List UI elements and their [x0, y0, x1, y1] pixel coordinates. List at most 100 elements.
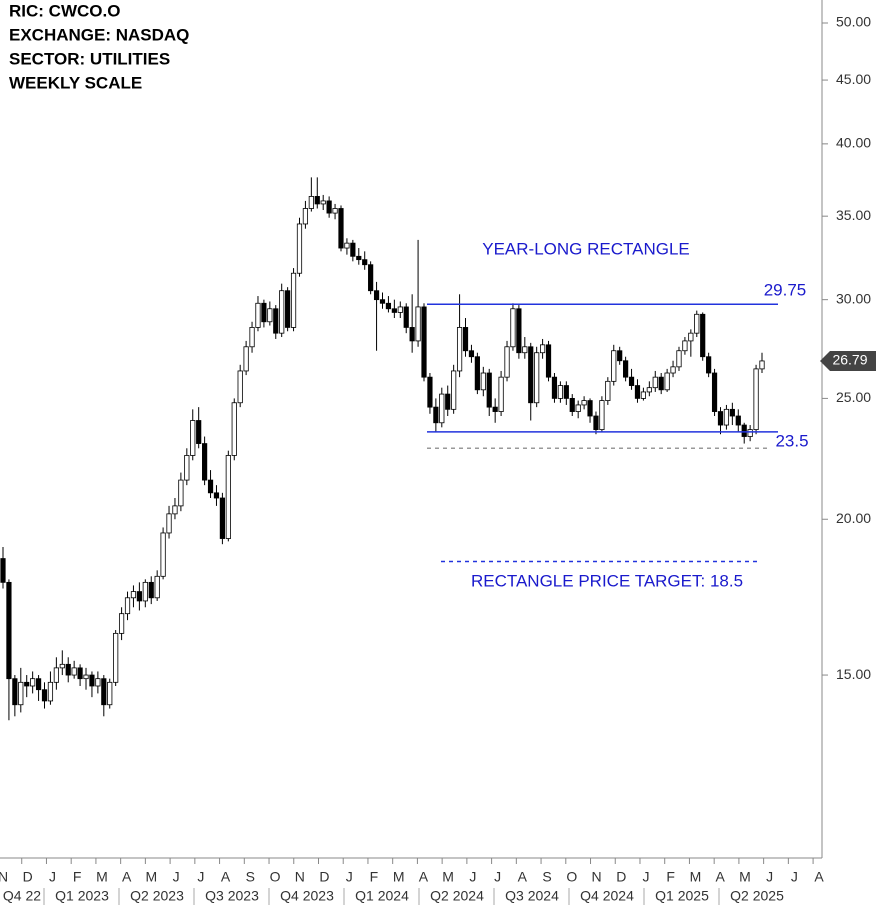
- candle-body: [0, 558, 6, 583]
- candle-body: [24, 681, 30, 687]
- candle-body: [403, 306, 409, 328]
- candle-body: [308, 196, 314, 209]
- candle-body: [676, 350, 682, 368]
- x-month-label: O: [566, 869, 577, 885]
- x-month-label: D: [23, 869, 33, 885]
- x-month-label: A: [122, 869, 132, 885]
- x-month-label: J: [766, 869, 773, 885]
- candle-body: [504, 346, 510, 378]
- candle-body: [599, 400, 605, 431]
- candle-body: [113, 632, 119, 683]
- candle-body: [498, 376, 504, 412]
- candle-body: [421, 306, 427, 378]
- candle-body: [190, 420, 196, 456]
- candle-body: [302, 208, 309, 225]
- x-quarter-label: Q2 2025: [730, 888, 784, 904]
- candle-body: [462, 327, 469, 352]
- candle-body: [344, 242, 350, 249]
- candle-body: [249, 327, 255, 348]
- candle-body: [534, 352, 540, 404]
- x-month-label: M: [739, 869, 751, 885]
- candle-body: [231, 402, 237, 456]
- x-month-label: J: [197, 869, 204, 885]
- candle-body: [71, 667, 77, 676]
- candle-body: [332, 208, 338, 214]
- candle-body: [516, 308, 522, 354]
- candle-body: [362, 259, 368, 266]
- candle-body: [445, 393, 451, 410]
- y-tick-label: 50.00: [836, 14, 871, 30]
- x-month-label: F: [370, 869, 379, 885]
- candle-body: [243, 346, 249, 372]
- candle-body: [338, 208, 344, 249]
- candle-body: [207, 479, 214, 494]
- candle-body: [89, 674, 95, 687]
- candle-body: [753, 368, 759, 431]
- y-tick-label: 30.00: [836, 290, 871, 306]
- candle-body: [646, 387, 652, 393]
- y-tick-label: 25.00: [836, 389, 871, 405]
- candle-body: [611, 350, 617, 382]
- level-label: 23.5: [775, 431, 808, 450]
- candle-body: [397, 306, 403, 313]
- candle-body: [569, 398, 575, 412]
- candle-body: [640, 391, 647, 399]
- candle-body: [30, 678, 36, 687]
- candle-body: [747, 429, 753, 437]
- candle-body: [101, 678, 107, 706]
- header-line: EXCHANGE: NASDAQ: [9, 25, 189, 44]
- candle-body: [474, 356, 480, 391]
- last-price-label: 26.79: [832, 352, 867, 368]
- candle-body: [373, 290, 380, 301]
- x-month-label: M: [96, 869, 108, 885]
- candle-body: [95, 678, 101, 687]
- candle-body: [664, 372, 670, 391]
- candle-body: [729, 408, 735, 417]
- x-month-label: S: [542, 869, 551, 885]
- x-month-label: M: [690, 869, 702, 885]
- candle-body: [83, 674, 89, 680]
- candle-body: [118, 613, 125, 634]
- x-month-label: F: [666, 869, 675, 885]
- candle-body: [759, 360, 765, 370]
- candle-body: [486, 372, 492, 408]
- x-month-label: D: [616, 869, 626, 885]
- y-tick-label: 20.00: [836, 510, 871, 526]
- candle-body: [551, 376, 558, 399]
- candle-body: [148, 581, 154, 599]
- candle-body: [670, 366, 676, 374]
- candle-body: [682, 340, 688, 352]
- candle-body: [741, 424, 747, 437]
- x-quarter-label: Q2 2023: [130, 888, 184, 904]
- candle-body: [196, 420, 202, 444]
- candle-body: [711, 372, 718, 412]
- annotation: RECTANGLE PRICE TARGET: 18.5: [471, 571, 743, 590]
- candle-body: [451, 370, 457, 410]
- candle-body: [47, 681, 54, 702]
- candle-body: [439, 393, 445, 424]
- candle-body: [492, 406, 498, 412]
- candle-body: [279, 290, 285, 334]
- x-month-label: A: [715, 869, 725, 885]
- x-month-label: J: [173, 869, 180, 885]
- x-month-label: N: [295, 869, 305, 885]
- candle-body: [385, 302, 392, 310]
- candle-body: [267, 308, 273, 323]
- candle-body: [326, 200, 332, 214]
- x-quarter-label: Q4 22: [3, 888, 41, 904]
- candle-body: [6, 581, 12, 680]
- candle-body: [124, 597, 131, 615]
- candle-body: [540, 344, 546, 354]
- candle-body: [225, 455, 231, 539]
- candle-body: [296, 223, 303, 274]
- candle-body: [694, 313, 700, 334]
- candle-body: [427, 376, 433, 408]
- candle-body: [587, 400, 593, 417]
- header-line: WEEKLY SCALE: [9, 73, 142, 92]
- y-tick-label: 40.00: [836, 135, 871, 151]
- candle-body: [706, 356, 712, 374]
- x-month-label: M: [393, 869, 405, 885]
- x-month-label: M: [442, 869, 454, 885]
- x-month-label: A: [221, 869, 231, 885]
